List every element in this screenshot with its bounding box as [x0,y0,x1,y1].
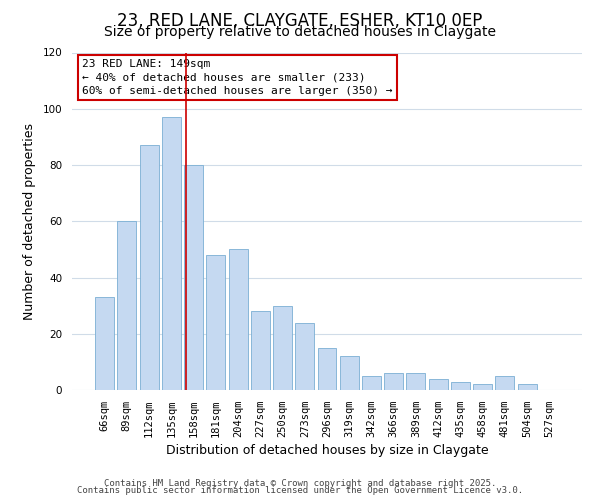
Y-axis label: Number of detached properties: Number of detached properties [23,122,35,320]
Bar [451,382,470,390]
Bar [184,165,203,390]
Bar [429,379,448,390]
Bar [496,376,514,390]
Bar [140,146,158,390]
Bar [340,356,359,390]
Text: 23, RED LANE, CLAYGATE, ESHER, KT10 0EP: 23, RED LANE, CLAYGATE, ESHER, KT10 0EP [118,12,482,30]
Bar [95,297,114,390]
Bar [118,221,136,390]
Bar [362,376,381,390]
Text: Contains public sector information licensed under the Open Government Licence v3: Contains public sector information licen… [77,486,523,495]
Bar [229,250,248,390]
Bar [317,348,337,390]
Text: 23 RED LANE: 149sqm
← 40% of detached houses are smaller (233)
60% of semi-detac: 23 RED LANE: 149sqm ← 40% of detached ho… [82,59,392,96]
Bar [406,373,425,390]
Bar [295,322,314,390]
X-axis label: Distribution of detached houses by size in Claygate: Distribution of detached houses by size … [166,444,488,457]
Bar [473,384,492,390]
Bar [518,384,536,390]
Bar [162,117,181,390]
Bar [206,255,225,390]
Text: Contains HM Land Registry data © Crown copyright and database right 2025.: Contains HM Land Registry data © Crown c… [104,478,496,488]
Bar [384,373,403,390]
Bar [251,311,270,390]
Bar [273,306,292,390]
Text: Size of property relative to detached houses in Claygate: Size of property relative to detached ho… [104,25,496,39]
